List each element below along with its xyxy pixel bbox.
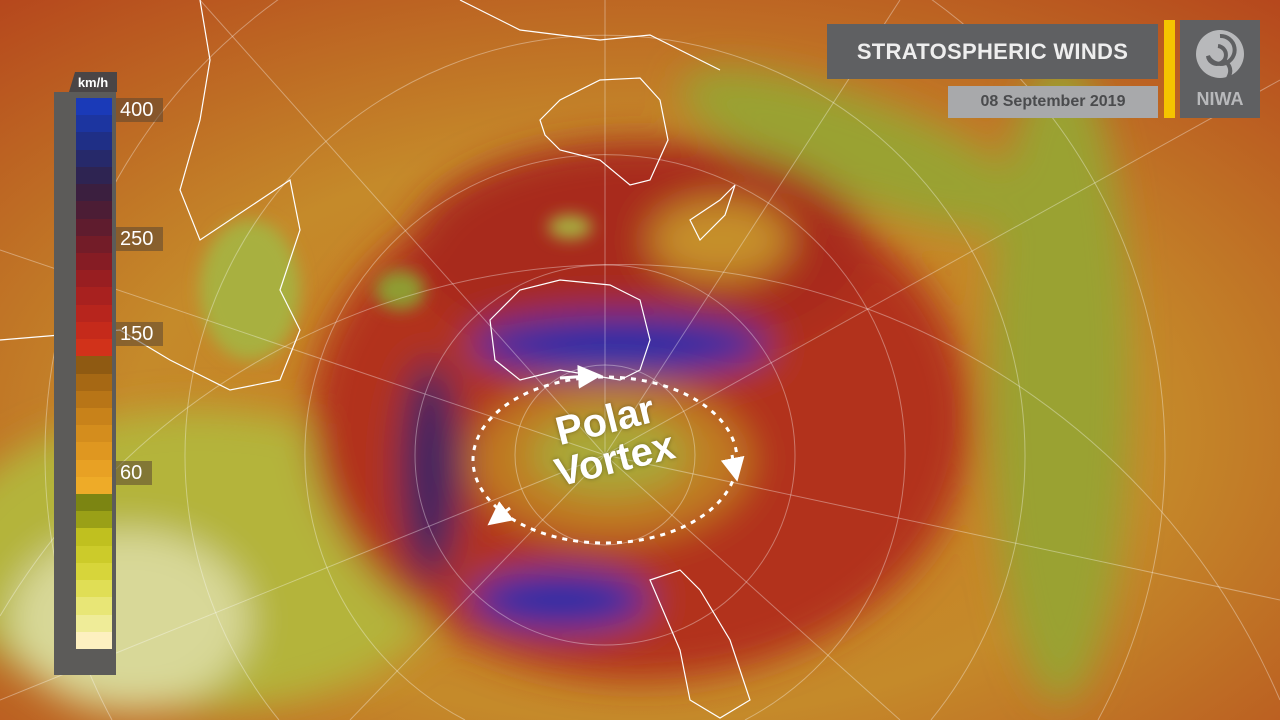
legend-swatch bbox=[76, 580, 112, 598]
legend-swatch bbox=[76, 184, 112, 202]
legend-swatch bbox=[76, 115, 112, 133]
legend-swatch bbox=[76, 270, 112, 288]
arrowhead-icon bbox=[720, 454, 745, 482]
legend-swatch bbox=[76, 442, 112, 460]
niwa-swirl-icon bbox=[1196, 30, 1244, 80]
legend-swatch bbox=[76, 562, 112, 581]
legend-swatch bbox=[76, 287, 112, 305]
legend-swatch bbox=[76, 373, 112, 391]
legend-swatch bbox=[76, 545, 112, 563]
legend-swatch bbox=[76, 459, 112, 477]
legend-swatch bbox=[76, 218, 112, 236]
legend-swatch bbox=[76, 235, 112, 253]
legend-tick: 250 bbox=[116, 227, 164, 251]
legend-swatch bbox=[76, 390, 112, 408]
coastlines bbox=[0, 0, 751, 719]
legend-swatch bbox=[76, 132, 112, 150]
date-text: 08 September 2019 bbox=[980, 93, 1126, 110]
date-banner: 08 September 2019 bbox=[948, 86, 1158, 118]
legend-swatch bbox=[76, 201, 112, 219]
legend-tick: 60 bbox=[116, 461, 153, 485]
legend-swatch bbox=[76, 339, 112, 357]
legend-swatch bbox=[76, 252, 112, 271]
legend-swatch bbox=[76, 597, 112, 615]
accent-bar bbox=[1164, 20, 1175, 118]
legend-swatch bbox=[76, 511, 112, 529]
jet-core-south bbox=[470, 570, 650, 630]
legend-unit: km/h bbox=[69, 72, 117, 92]
legend-swatch bbox=[76, 476, 112, 495]
legend-tick: 150 bbox=[116, 322, 164, 346]
logo-text: NIWA bbox=[1196, 89, 1244, 109]
vortex-core bbox=[530, 415, 690, 495]
niwa-logo: NIWA bbox=[1180, 20, 1260, 118]
legend-swatch bbox=[76, 631, 112, 649]
legend-swatch bbox=[76, 98, 112, 116]
legend-swatch bbox=[76, 304, 112, 322]
legend-swatch bbox=[76, 425, 112, 443]
title-text: STRATOSPHERIC WINDS bbox=[856, 38, 1129, 64]
legend-swatch bbox=[76, 321, 112, 340]
jet-arc bbox=[990, 60, 1130, 700]
arrowhead-icon bbox=[559, 364, 602, 389]
legend-swatches bbox=[76, 98, 112, 649]
arrowhead-icon bbox=[487, 501, 514, 526]
legend-swatch bbox=[76, 356, 112, 374]
title-banner: STRATOSPHERIC WINDS bbox=[827, 24, 1158, 79]
legend-swatch bbox=[76, 528, 112, 546]
legend-swatch bbox=[76, 407, 112, 426]
legend-tick: 400 bbox=[116, 98, 164, 122]
jet-core-north bbox=[470, 315, 770, 375]
legend-swatch bbox=[76, 494, 112, 512]
legend-swatch bbox=[76, 614, 112, 632]
legend-swatch bbox=[76, 166, 112, 185]
legend-swatch bbox=[76, 149, 112, 167]
